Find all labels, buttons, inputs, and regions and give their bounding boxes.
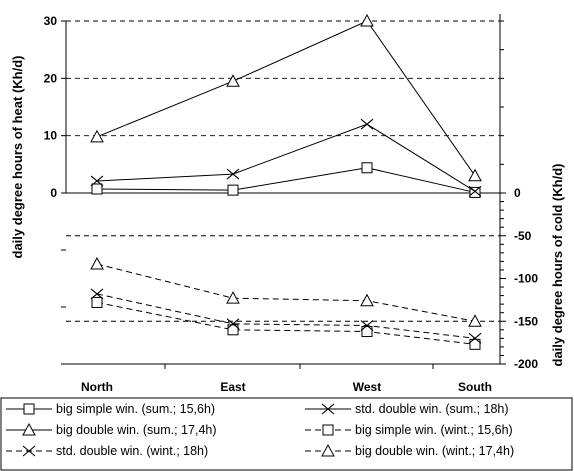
marker-x — [22, 445, 36, 457]
left-tick-label: 0 — [50, 186, 57, 200]
marker-square — [227, 184, 239, 196]
left-axis-label: daily degree hours of heat (Kh/d) — [10, 56, 25, 259]
marker-x — [360, 320, 374, 331]
series — [90, 13, 482, 182]
marker-x — [321, 403, 335, 415]
marker-x — [90, 288, 104, 300]
category-label: East — [220, 380, 245, 394]
marker-x — [226, 168, 240, 180]
marker-square — [227, 324, 239, 336]
category-label: North — [81, 380, 113, 394]
marker-triangle — [226, 74, 240, 87]
marker-x — [226, 318, 240, 330]
marker-triangle — [468, 314, 482, 327]
marker-square — [322, 424, 334, 436]
legend-label: big simple win. (sum.; 15,6h) — [56, 402, 215, 416]
marker-square — [361, 326, 373, 338]
legend-label: std. double win. (sum.; 18h) — [355, 402, 509, 416]
legend: big simple win. (sum.; 15,6h) std. double… — [0, 397, 573, 471]
series — [90, 118, 482, 197]
right-tick-label: -100 — [514, 272, 538, 286]
legend-entry: big double win. (sum.; 17,4h) — [6, 422, 217, 437]
left-tick-label: 30 — [44, 14, 58, 28]
marker-square — [361, 162, 373, 174]
series-line — [96, 263, 476, 322]
legend-entry: big simple win. (wint.; 15,6h) — [305, 423, 513, 437]
marker-triangle — [226, 291, 240, 304]
marker-triangle — [90, 129, 104, 143]
series — [91, 162, 481, 198]
marker-square — [23, 403, 35, 415]
marker-triangle — [321, 443, 335, 457]
marker-triangle — [360, 13, 374, 27]
right-tick-label: 0 — [514, 186, 521, 200]
series-line — [96, 301, 476, 345]
legend-label: std. double win. (wint.; 18h) — [56, 444, 208, 458]
legend-label: big double win. (wint.; 17,4h) — [355, 444, 514, 458]
left-tick-label: 20 — [44, 71, 58, 85]
series-layer — [90, 13, 482, 350]
series-line — [96, 167, 476, 193]
category-label: South — [458, 380, 492, 394]
marker-x — [90, 175, 104, 187]
series-line — [96, 123, 476, 192]
tick-labels: 0 10 20 30 0 -50 -100 -150 -200 North East West Sout… — [44, 14, 539, 394]
marker-triangle — [360, 293, 374, 307]
marker-x — [468, 185, 482, 197]
marker-square — [91, 296, 103, 308]
right-tick-label: -200 — [514, 357, 538, 371]
series-line — [96, 20, 476, 177]
legend-entry: big simple win. (sum.; 15,6h) — [6, 402, 215, 416]
series — [90, 288, 482, 344]
legend-entry: big double win. (wint.; 17,4h) — [305, 443, 514, 458]
marker-square — [469, 338, 481, 350]
gridlines — [66, 20, 500, 322]
marker-triangle — [90, 256, 104, 270]
legend-entry: std. double win. (sum.; 18h) — [305, 402, 509, 416]
left-tick-label: 10 — [44, 129, 58, 143]
right-tick-label: -150 — [514, 314, 538, 328]
series-line — [96, 293, 476, 339]
legend-label: big simple win. (wint.; 15,6h) — [355, 423, 513, 437]
marker-triangle — [468, 168, 482, 182]
axes — [61, 14, 506, 369]
category-label: West — [353, 380, 381, 394]
marker-square — [91, 183, 103, 195]
series — [91, 296, 481, 350]
marker-triangle — [22, 422, 36, 436]
series — [90, 256, 482, 327]
marker-x — [360, 118, 374, 130]
right-axis-label: daily degree hours of cold (Kh/d) — [550, 164, 565, 367]
marker-x — [468, 332, 482, 344]
legend-box — [0, 397, 573, 471]
marker-square — [469, 186, 481, 198]
legend-label: big double win. (sum.; 17,4h) — [56, 423, 217, 437]
right-tick-label: -50 — [514, 229, 532, 243]
legend-entry: std. double win. (wint.; 18h) — [6, 444, 208, 458]
